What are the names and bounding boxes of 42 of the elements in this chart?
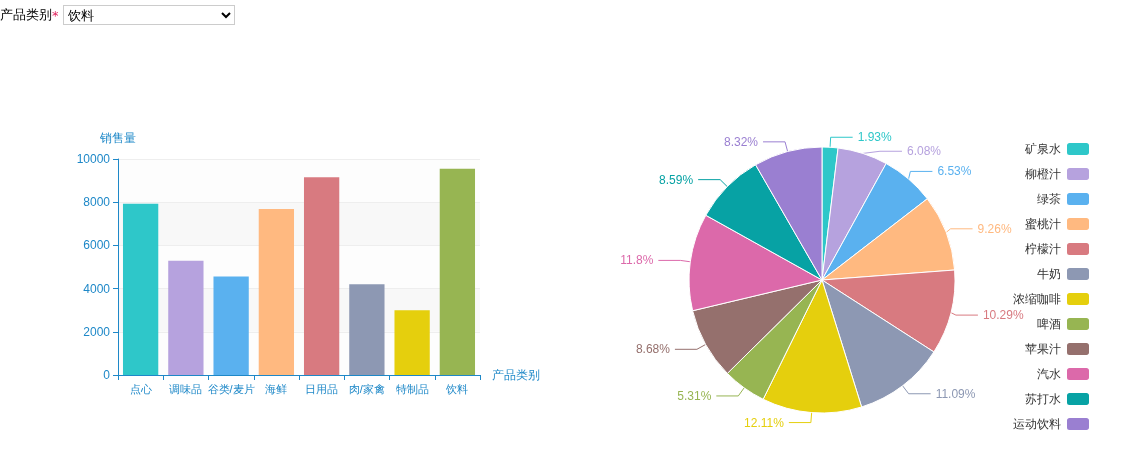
data-label: 5.31% (677, 388, 712, 403)
data-label: 8.32% (724, 134, 759, 149)
data-label: 8.68% (635, 342, 671, 357)
data-label: 10.29% (982, 308, 1024, 323)
data-label: 6.53% (937, 164, 972, 179)
legend-label: 柠檬汁 (1025, 242, 1061, 256)
text: * (52, 7, 59, 23)
x-tick-label: 特制品 (395, 382, 429, 395)
y-tick-label: 10000 (76, 152, 111, 166)
data-label: 6.08% (906, 144, 942, 159)
x-tick-label: 肉/家禽 (348, 382, 385, 395)
data-label: 9.26% (977, 221, 1012, 236)
y-tick-label: 6000 (83, 238, 111, 253)
x-tick-label: 日用品 (305, 382, 339, 395)
legend-label: 牛奶 (1037, 267, 1061, 281)
x-tick-label: 谷类/麦片 (207, 382, 255, 395)
legend-label: 矿泉水 (1024, 142, 1061, 156)
legend-label: 绿茶 (1037, 192, 1061, 206)
x-tick-label: 调味品 (169, 382, 203, 395)
y-axis-title: 销售量 (99, 131, 136, 145)
legend-label: 蜜桃汁 (1025, 217, 1061, 231)
data-label: 11.8% (620, 253, 654, 268)
x-tick-label: 点心 (129, 382, 152, 395)
y-tick-label: 0 (103, 368, 111, 382)
y-tick-label: 4000 (83, 281, 111, 296)
legend-label: 浓缩咖啡 (1013, 292, 1061, 306)
text: 产品类别 (0, 6, 52, 24)
y-tick-label: 2000 (83, 324, 111, 339)
data-label: 8.59% (659, 172, 694, 187)
legend-label: 汽水 (1037, 367, 1061, 381)
data-label: 1.93% (857, 130, 893, 145)
legend-label: 苹果汁 (1025, 342, 1061, 356)
legend-label: 运动饮料 (1013, 417, 1061, 431)
x-tick-label: 饮料 (445, 382, 469, 395)
legend-label: 柳橙汁 (1025, 167, 1061, 181)
data-label: 11.09% (935, 386, 976, 401)
y-tick-label: 8000 (83, 195, 111, 210)
legend-label: 苏打水 (1025, 392, 1061, 406)
x-tick-label: 海鲜 (265, 382, 288, 395)
data-label: 12.11% (744, 415, 785, 430)
legend-label: 啤酒 (1037, 317, 1061, 331)
x-axis-title: 产品类别 (492, 368, 540, 382)
